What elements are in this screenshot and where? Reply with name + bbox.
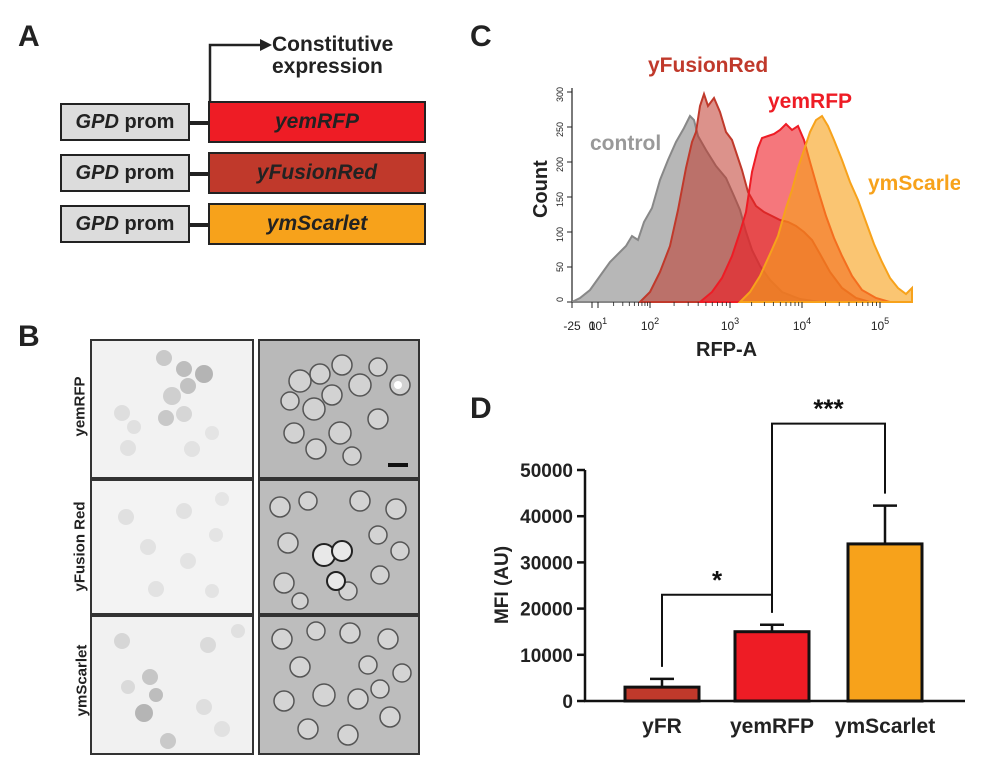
promoter-box-3: GPD prom: [60, 205, 190, 243]
panel-letter-a: A: [18, 20, 40, 53]
hist-xtick-label: 0: [589, 319, 596, 333]
panel-letter-c: C: [470, 20, 492, 53]
gene-box-yemrfp: yemRFP: [208, 101, 426, 143]
promoter-link-2: [190, 172, 210, 176]
promoter-italic-3: GPD: [75, 212, 119, 235]
hist-label-control: control: [590, 132, 661, 155]
constitutive-expression-arrow: [208, 39, 272, 102]
promoter-italic-1: GPD: [75, 110, 119, 133]
bar-ytick-label: 40000: [520, 507, 573, 528]
promoter-rest-3: prom: [118, 212, 175, 235]
hist-xtick-label: 105: [871, 316, 889, 333]
hist-xtick-exponent: 2: [654, 316, 659, 326]
hist-ytick-label: 50: [555, 262, 565, 272]
hist-xtick-exponent: 4: [806, 316, 811, 326]
hist-xtick-label: 101: [589, 316, 607, 333]
hist-ytick-label: 250: [555, 122, 565, 137]
bar-ytick-label: 30000: [520, 553, 573, 574]
bar-ytick-label: 0: [562, 692, 573, 713]
bar-category-label: yFR: [642, 715, 682, 738]
hist-xtick-label: 103: [721, 316, 739, 333]
significance-bracket: [771, 422, 886, 613]
bar-ytick-label: 20000: [520, 600, 573, 621]
hist-ytick-label: 100: [555, 227, 565, 242]
hist-ytick-label: 300: [555, 87, 565, 102]
arrow-label-line2: expression: [272, 55, 383, 78]
bar-yfr: [623, 685, 701, 703]
hist-xtick-exponent: 5: [884, 316, 889, 326]
brightfield-image-yemrfp: [258, 339, 420, 479]
brightfield-image-ymscarlet: [258, 615, 420, 755]
fluorescence-image-yfusionred: [90, 479, 254, 615]
fluorescence-image-yemrfp: [90, 339, 254, 479]
bar-ymscarlet: [846, 542, 924, 703]
hist-xtick-label: 104: [793, 316, 811, 333]
promoter-rest-1: prom: [118, 110, 175, 133]
significance-label: ***: [813, 394, 844, 424]
promoter-link-3: [190, 223, 210, 227]
promoter-link-1: [190, 121, 210, 125]
row-label-yemrfp: yemRFP: [71, 376, 89, 437]
hist-xtick-label: 102: [641, 316, 659, 333]
hist-xtick-exponent: 1: [602, 316, 607, 326]
panel-letter-d: D: [470, 392, 492, 425]
bar-ylabel: MFI (AU): [492, 546, 513, 624]
hist-ytick-label: 150: [555, 192, 565, 207]
row-label-ymscarlet: ymScarlet: [73, 644, 91, 717]
row-label-yfusionred: yFusion Red: [71, 501, 89, 592]
bar-category-label: ymScarlet: [835, 715, 935, 738]
promoter-italic-2: GPD: [75, 161, 119, 184]
promoter-rest-2: prom: [118, 161, 175, 184]
hist-xlabel: RFP-A: [696, 339, 757, 361]
hist-label-yfusionred: yFusionRed: [648, 54, 768, 77]
brightfield-image-yfusionred: [258, 479, 420, 615]
bar-category-label: yemRFP: [730, 715, 814, 738]
fluorescence-image-ymscarlet: [90, 615, 254, 755]
hist-label-ymscarlet: ymScarlet: [868, 172, 960, 195]
promoter-box-1: GPD prom: [60, 103, 190, 141]
hist-ytick-label: 200: [555, 157, 565, 172]
arrow-label-line1: Constitutive: [272, 33, 394, 56]
hist-ylabel: Count: [530, 160, 552, 218]
gene-box-yfusionred: yFusionRed: [208, 152, 426, 194]
bar-yemrfp: [733, 630, 811, 703]
histogram-ymscarlet: [737, 114, 913, 303]
hist-xtick-exponent: 3: [734, 316, 739, 326]
hist-xtick-label: -25: [563, 319, 581, 333]
promoter-box-2: GPD prom: [60, 154, 190, 192]
gene-box-ymscarlet: ymScarlet: [208, 203, 426, 245]
panel-letter-b: B: [18, 320, 40, 353]
hist-ytick-label: 0: [555, 297, 565, 302]
bar-ytick-label: 50000: [520, 461, 573, 482]
hist-label-yemrfp: yemRFP: [768, 90, 852, 113]
bar-ytick-label: 10000: [520, 646, 573, 667]
significance-label: *: [712, 565, 723, 595]
